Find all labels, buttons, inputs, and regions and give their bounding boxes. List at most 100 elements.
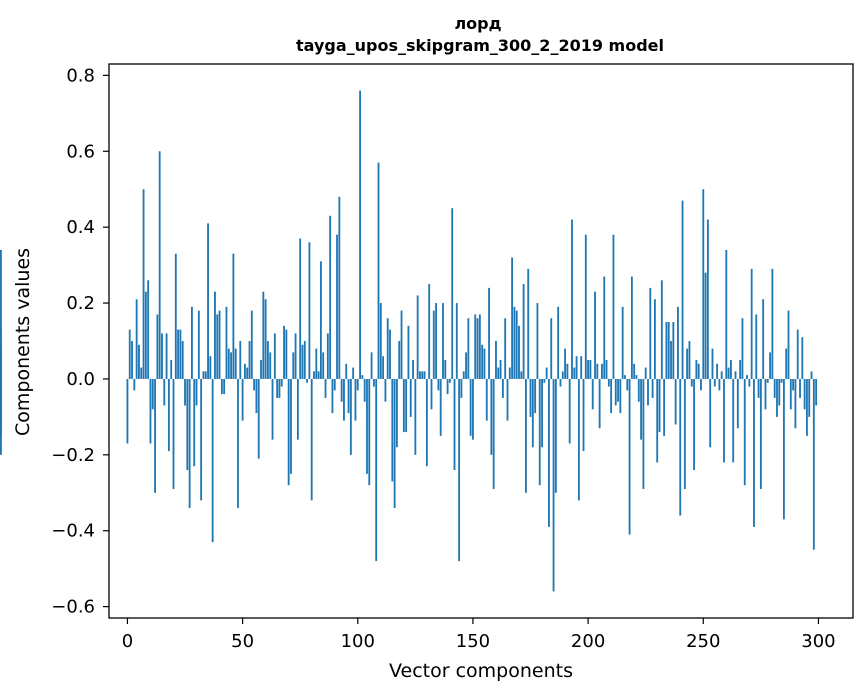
bar [794, 378, 797, 429]
bar [732, 378, 735, 463]
bar [225, 306, 228, 379]
bar [568, 378, 571, 444]
bar [343, 378, 345, 421]
bar [725, 249, 728, 379]
bar [432, 310, 435, 379]
bar [326, 333, 329, 379]
y-tick-label: 0.6 [66, 141, 95, 162]
bar [785, 348, 788, 379]
bar [651, 378, 654, 398]
bar [285, 329, 288, 379]
bar [766, 378, 769, 383]
bar [135, 299, 138, 379]
y-tick-label: −0.4 [51, 521, 95, 542]
bar [451, 208, 454, 379]
bar [672, 322, 675, 379]
bar [501, 378, 504, 398]
bar [147, 280, 150, 379]
bar [0, 249, 2, 379]
bar [211, 378, 214, 543]
chart-subtitle: tayga_upos_skipgram_300_2_2019 model [296, 36, 664, 55]
bar [435, 303, 437, 379]
bar [200, 378, 203, 501]
bar [619, 378, 622, 414]
bar [179, 329, 182, 379]
bar [138, 344, 140, 379]
bar [329, 215, 332, 379]
bar [688, 341, 691, 379]
bar [287, 378, 290, 486]
bar [607, 378, 610, 387]
bar [331, 378, 334, 414]
bar [379, 303, 382, 379]
bar [658, 378, 661, 433]
bar [402, 378, 405, 433]
bar [759, 378, 762, 489]
plot-frame [108, 63, 854, 619]
bar [630, 276, 633, 379]
x-tick-label: 0 [122, 631, 133, 652]
bar [303, 341, 306, 379]
bar [589, 359, 592, 379]
y-tick-label: −0.6 [51, 597, 95, 618]
y-tick-label: 0.8 [66, 65, 95, 86]
bar [649, 287, 652, 379]
bar [764, 378, 767, 410]
bar [158, 151, 161, 379]
bar [642, 378, 645, 489]
bar [338, 196, 341, 379]
bar [504, 318, 507, 379]
bar [283, 325, 285, 379]
bar [144, 291, 147, 379]
bar [591, 378, 594, 410]
bar [601, 363, 603, 379]
bar [393, 378, 396, 508]
bar [243, 363, 246, 379]
bar [197, 310, 200, 379]
bar [407, 325, 410, 379]
bar [677, 306, 679, 379]
bar [713, 378, 716, 387]
bar [812, 378, 815, 550]
bar [253, 378, 256, 391]
bar [280, 378, 283, 387]
bar [508, 367, 511, 379]
bar [536, 303, 539, 379]
chart-title: лорд [454, 14, 501, 33]
bar [310, 378, 313, 501]
bar [246, 367, 249, 379]
bar [596, 363, 599, 379]
bar [306, 378, 309, 383]
bar [202, 371, 205, 379]
bar [541, 378, 543, 448]
bar [780, 378, 783, 383]
bar [442, 303, 444, 379]
x-tick-label: 200 [571, 631, 605, 652]
bar [653, 299, 656, 379]
bar [686, 348, 689, 379]
bar [430, 378, 433, 410]
bar [396, 378, 398, 448]
bar [739, 359, 742, 379]
bar [278, 378, 281, 398]
bar [513, 306, 516, 379]
bar [771, 268, 774, 379]
bar [154, 378, 156, 493]
bar [716, 363, 719, 379]
bar [543, 378, 546, 383]
bar [290, 378, 292, 474]
bar [534, 378, 537, 414]
bar [612, 234, 615, 379]
bar [214, 291, 216, 379]
bar [782, 378, 785, 520]
bar [405, 378, 408, 433]
bar [810, 371, 813, 379]
bar [368, 378, 371, 486]
bar [806, 378, 808, 436]
y-tick-label: 0.2 [66, 293, 95, 314]
bar [557, 306, 560, 379]
bar [704, 272, 707, 379]
bar [313, 371, 315, 379]
bar [561, 371, 564, 379]
bar [815, 378, 818, 406]
